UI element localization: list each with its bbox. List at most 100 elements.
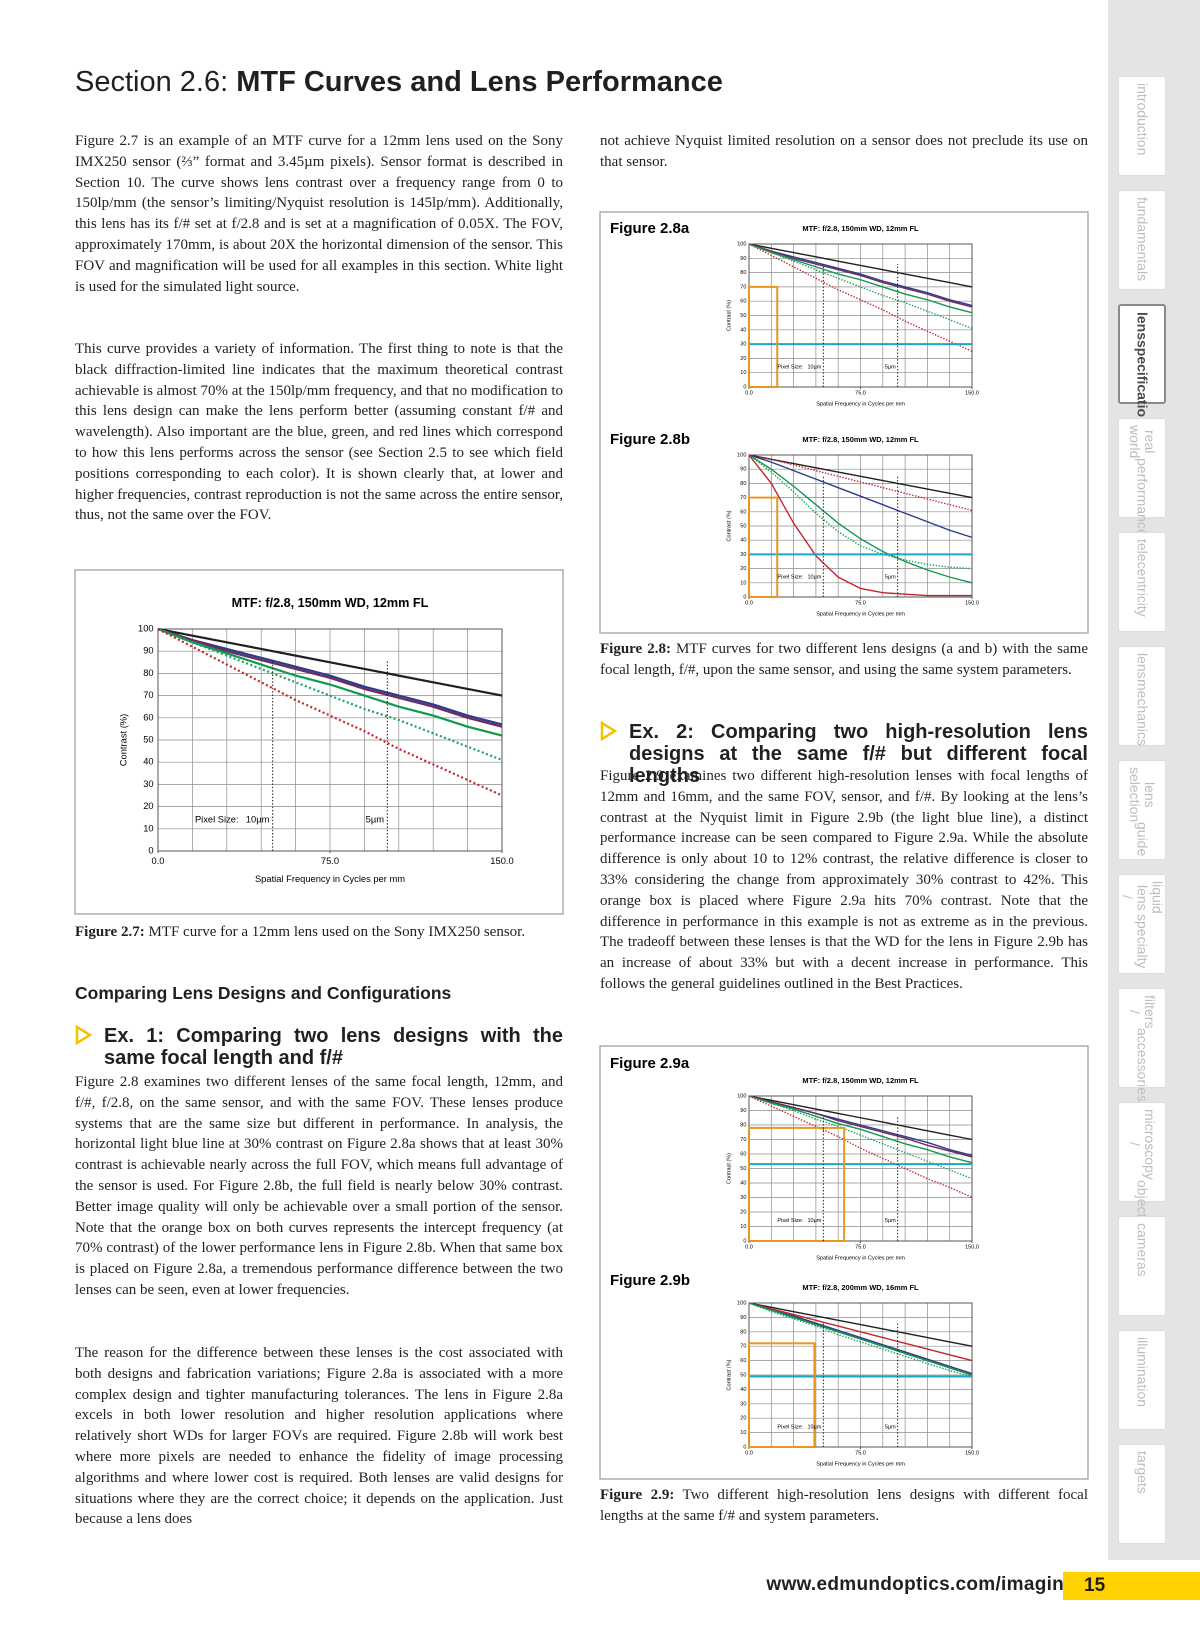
x-tick-label: 150.0 — [965, 1245, 979, 1251]
y-tick-label: 40 — [740, 1180, 746, 1186]
nav-tab[interactable]: lens specifications — [1118, 304, 1166, 433]
caption-label: Figure 2.7: — [75, 924, 145, 940]
y-axis-label: Contrast (%) — [726, 510, 732, 541]
y-tick-label: 0 — [743, 384, 746, 390]
nav-tab[interactable]: telecentricity — [1118, 532, 1166, 632]
y-axis-label: Contrast (%) — [118, 714, 128, 766]
title-main: MTF Curves and Lens Performance — [236, 66, 723, 98]
y-tick-label: 100 — [737, 1300, 746, 1306]
tab-label: performance — [1134, 458, 1151, 538]
y-tick-label: 10 — [143, 823, 153, 833]
y-tick-label: 90 — [740, 1108, 746, 1114]
chart-title: MTF: f/2.8, 200mm WD, 16mm FL — [802, 1283, 919, 1292]
caption: Figure 2.9: Two different high-resolutio… — [600, 1485, 1088, 1527]
y-axis-label: Contrast (%) — [726, 300, 732, 331]
y-tick-label: 70 — [740, 495, 746, 501]
x-axis-label: Spatial Frequency in Cycles per mm — [255, 874, 405, 884]
x-tick-label: 150.0 — [490, 856, 513, 866]
y-tick-label: 70 — [740, 1137, 746, 1143]
y-tick-label: 70 — [740, 1344, 746, 1350]
mtf-curve — [748, 1095, 973, 1158]
y-tick-label: 60 — [740, 299, 746, 305]
y-tick-label: 10 — [740, 1224, 746, 1230]
nav-tab[interactable]: fundamentals — [1118, 190, 1166, 290]
tab-label: mechanics — [1134, 678, 1151, 746]
nav-tab[interactable]: liquid lens / specialty — [1118, 874, 1166, 974]
intercept-box — [748, 1126, 846, 1243]
caption-text: Two different high-resolution lens desig… — [600, 1487, 1088, 1524]
y-tick-label: 40 — [143, 757, 153, 767]
y-tick-label: 60 — [143, 712, 153, 722]
figure-frame — [599, 211, 1089, 634]
mtf-curve — [157, 628, 503, 797]
mtf-curve — [157, 627, 503, 697]
mtf-curve — [748, 1302, 973, 1362]
footer-url: www.edmundoptics.com/imaging — [766, 1574, 1076, 1595]
bullet-marker — [600, 720, 618, 742]
nav-tab[interactable]: lens selection guide — [1118, 760, 1166, 860]
caption-label: Figure 2.8: — [600, 641, 671, 657]
x-tick-label: 75.0 — [321, 856, 339, 866]
pixel-size-label: 10µm — [807, 575, 821, 581]
intercept-box — [748, 496, 779, 599]
nav-tab[interactable]: illumination — [1118, 1330, 1166, 1430]
y-tick-label: 90 — [740, 1315, 746, 1321]
nav-tab[interactable]: filters / accessories — [1118, 988, 1166, 1102]
y-axis-label: Contrast (%) — [726, 1359, 732, 1390]
y-tick-label: 80 — [740, 1329, 746, 1335]
x-axis-label: Spatial Frequency in Cycles per mm — [816, 1255, 905, 1261]
paragraph: not achieve Nyquist limited resolution o… — [600, 133, 1088, 170]
y-tick-label: 20 — [740, 356, 746, 362]
pixel-size-label: 5µm — [366, 814, 385, 824]
mtf-curve — [748, 1302, 973, 1378]
tab-label: specialty — [1134, 913, 1151, 969]
nav-tab[interactable]: introduction — [1118, 76, 1166, 176]
y-tick-label: 10 — [740, 580, 746, 586]
x-axis-label: Spatial Frequency in Cycles per mm — [816, 1461, 905, 1467]
y-tick-label: 90 — [143, 646, 153, 656]
nav-tab[interactable]: real world performance — [1118, 418, 1166, 537]
mtf-curve — [748, 454, 972, 597]
nav-tab[interactable]: cameras — [1118, 1216, 1166, 1316]
pixel-size-label: 5µm — [885, 364, 896, 370]
tab-label: filters / — [1127, 995, 1158, 1029]
y-tick-label: 0 — [743, 594, 746, 600]
caption: Figure 2.8: MTF curves for two different… — [600, 639, 1088, 681]
tab-label: lens — [1134, 653, 1151, 679]
y-tick-label: 70 — [740, 284, 746, 290]
pixel-size-label: 5µm — [885, 1218, 896, 1224]
tab-label: lens selection — [1127, 767, 1158, 823]
y-tick-label: 50 — [740, 523, 746, 529]
figure-label: Figure 2.9b — [610, 1272, 690, 1289]
x-tick-label: 75.0 — [855, 601, 866, 607]
paragraph: This curve provides a variety of informa… — [75, 341, 563, 524]
y-tick-label: 30 — [740, 1401, 746, 1407]
mtf-curve — [748, 243, 973, 308]
y-tick-label: 20 — [740, 1416, 746, 1422]
caption-text: MTF curves for two different lens design… — [600, 641, 1089, 678]
x-tick-label: 0.0 — [745, 391, 753, 397]
mtf-curve — [157, 627, 503, 726]
chart-title: MTF: f/2.8, 150mm WD, 12mm FL — [802, 224, 919, 233]
y-tick-label: 30 — [740, 552, 746, 558]
nav-tab[interactable]: targets — [1118, 1444, 1166, 1544]
pixel-size-label: 5µm — [885, 575, 896, 581]
x-tick-label: 0.0 — [152, 856, 165, 866]
x-tick-label: 75.0 — [855, 1451, 866, 1457]
pixel-size-title: Pixel Size: — [777, 364, 803, 370]
tab-label: fundamentals — [1134, 197, 1151, 282]
y-tick-label: 30 — [143, 779, 153, 789]
caption-text: MTF curve for a 12mm lens used on the So… — [148, 924, 526, 940]
tab-label: accessories — [1134, 1028, 1151, 1103]
nav-tab[interactable]: lens mechanics — [1118, 646, 1166, 746]
pixel-size-label: 10µm — [807, 1424, 821, 1430]
example-heading: Ex. 2: Comparing two high-resolution len… — [629, 721, 1088, 787]
nav-tab[interactable]: microscopy / objectives — [1118, 1102, 1166, 1242]
tab-label: guide — [1134, 822, 1151, 857]
x-axis-label: Spatial Frequency in Cycles per mm — [816, 611, 905, 617]
example-heading: Ex. 1: Comparing two lens designs with t… — [104, 1025, 563, 1069]
y-tick-label: 60 — [740, 1151, 746, 1157]
pixel-size-title: Pixel Size: — [195, 814, 239, 824]
